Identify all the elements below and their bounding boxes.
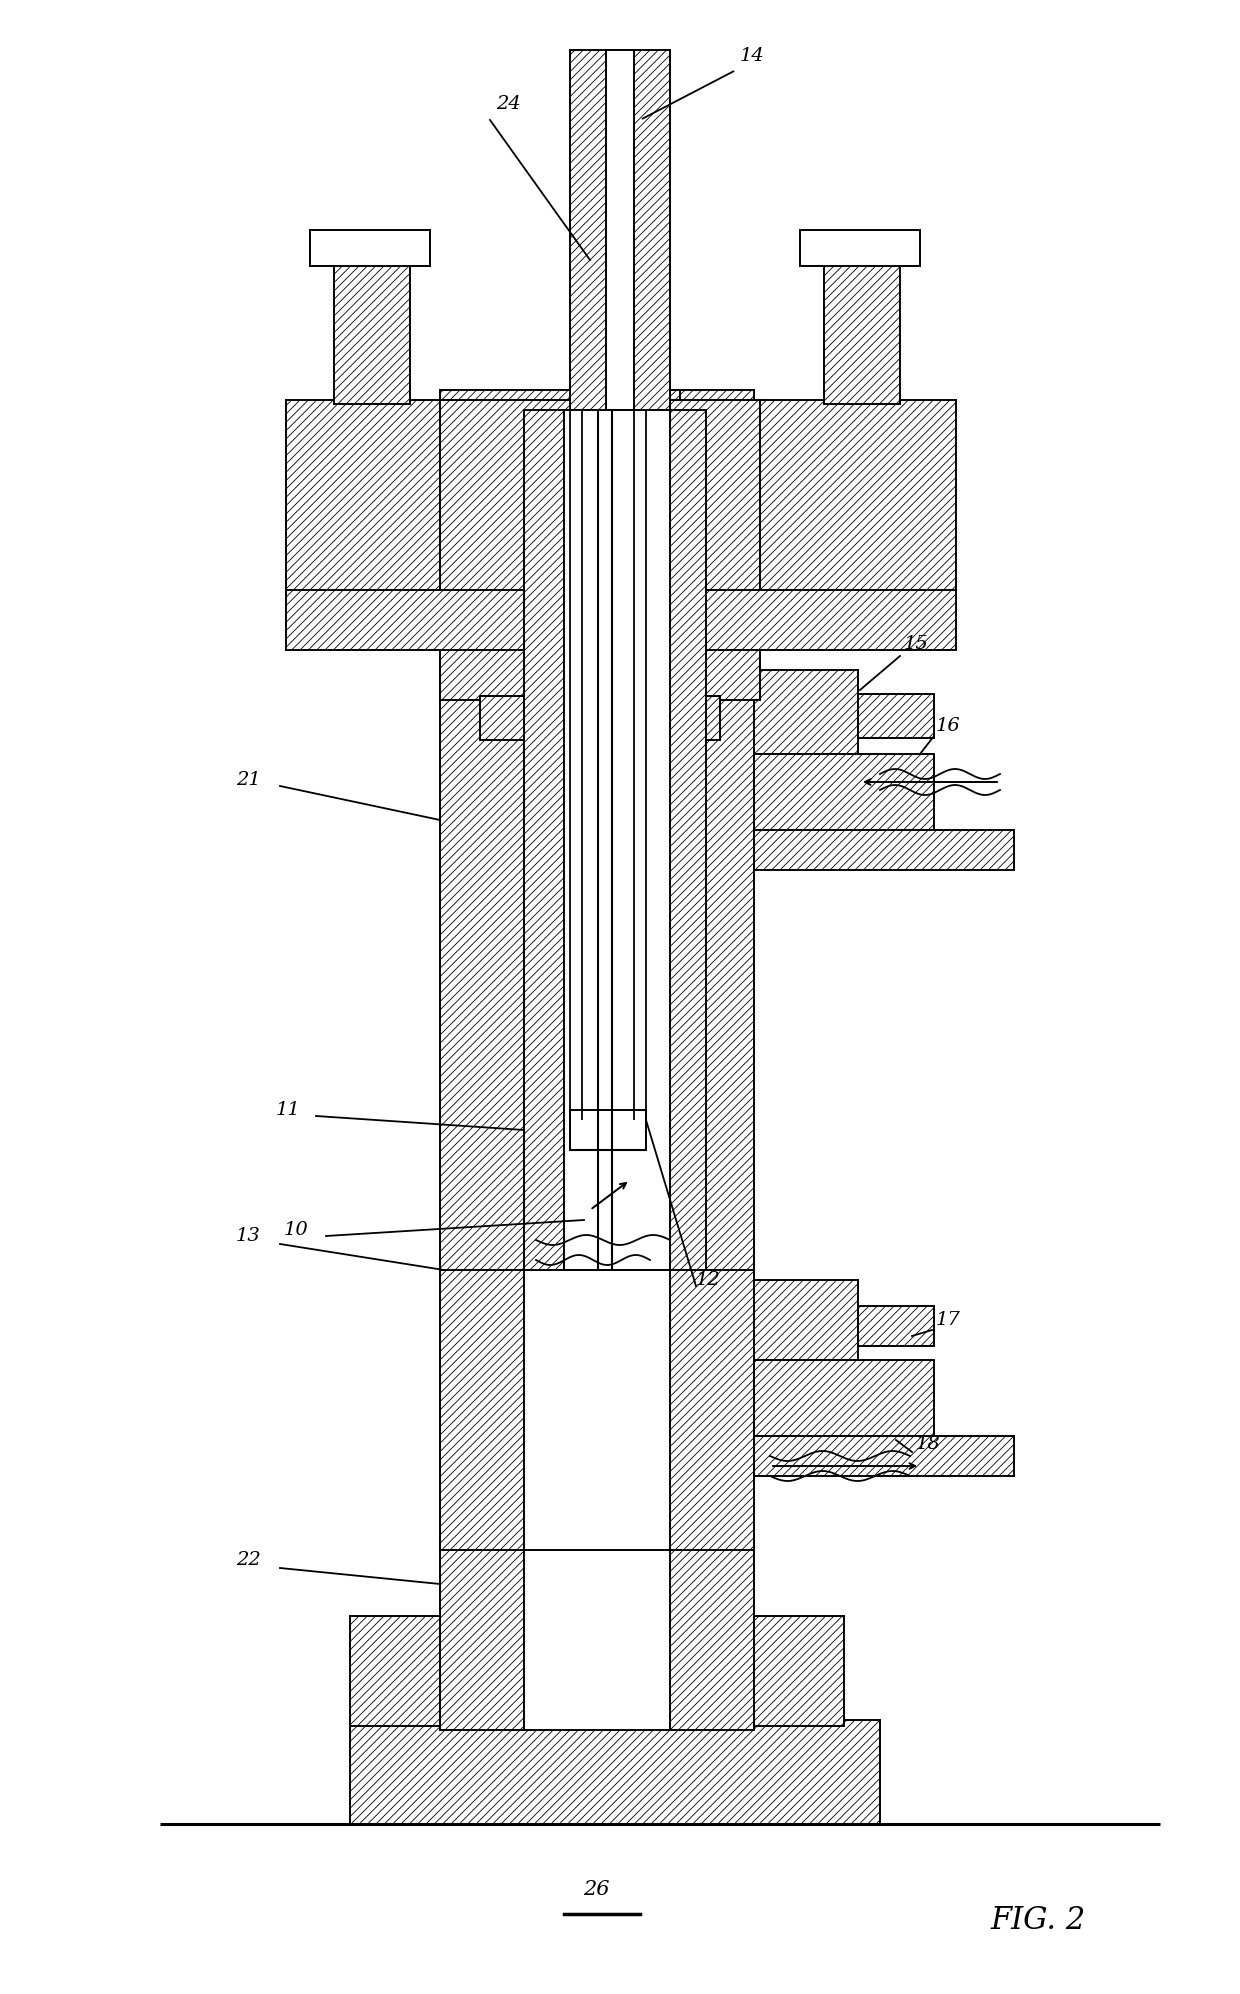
Text: 12: 12: [696, 1270, 720, 1288]
Bar: [286, 401, 486, 620]
Bar: [606, 50, 634, 411]
Text: 16: 16: [936, 718, 961, 736]
Text: FIG. 2: FIG. 2: [990, 1904, 1085, 1936]
Bar: [570, 50, 606, 411]
Bar: [756, 401, 956, 620]
Bar: [480, 696, 720, 740]
Bar: [525, 411, 564, 1270]
Bar: [754, 1360, 934, 1436]
Bar: [440, 391, 754, 620]
Bar: [334, 259, 410, 405]
Bar: [858, 694, 934, 738]
Bar: [286, 590, 956, 650]
Text: 26: 26: [583, 1880, 609, 1898]
Bar: [670, 1260, 754, 1549]
Bar: [825, 259, 900, 405]
Bar: [525, 1539, 670, 1731]
Bar: [440, 391, 754, 620]
Bar: [858, 1306, 934, 1346]
Text: 24: 24: [496, 96, 521, 114]
Bar: [800, 229, 920, 265]
Bar: [680, 391, 754, 620]
Bar: [670, 411, 706, 1270]
Text: 15: 15: [904, 634, 929, 652]
Bar: [525, 610, 670, 1270]
Text: 14: 14: [740, 48, 765, 66]
Bar: [440, 1539, 525, 1731]
Bar: [440, 650, 760, 700]
Text: 21: 21: [236, 772, 260, 790]
Bar: [564, 411, 670, 1270]
Text: 11: 11: [277, 1101, 301, 1119]
Bar: [754, 1615, 844, 1727]
Bar: [754, 1280, 858, 1360]
Bar: [350, 1721, 880, 1825]
Bar: [754, 670, 858, 754]
Bar: [754, 830, 1014, 869]
Bar: [754, 754, 934, 830]
Bar: [350, 1615, 440, 1727]
Text: 22: 22: [236, 1551, 260, 1569]
Bar: [634, 50, 670, 411]
Bar: [754, 1436, 1014, 1476]
Text: 13: 13: [236, 1226, 260, 1244]
Bar: [670, 610, 754, 1270]
Bar: [525, 1260, 670, 1549]
Bar: [440, 610, 525, 1270]
Text: 18: 18: [916, 1436, 941, 1454]
Bar: [440, 1260, 525, 1549]
Text: 17: 17: [936, 1310, 961, 1328]
Text: 10: 10: [284, 1220, 309, 1238]
Bar: [570, 1111, 646, 1151]
Bar: [670, 1539, 754, 1731]
Bar: [440, 401, 760, 620]
Bar: [310, 229, 430, 265]
